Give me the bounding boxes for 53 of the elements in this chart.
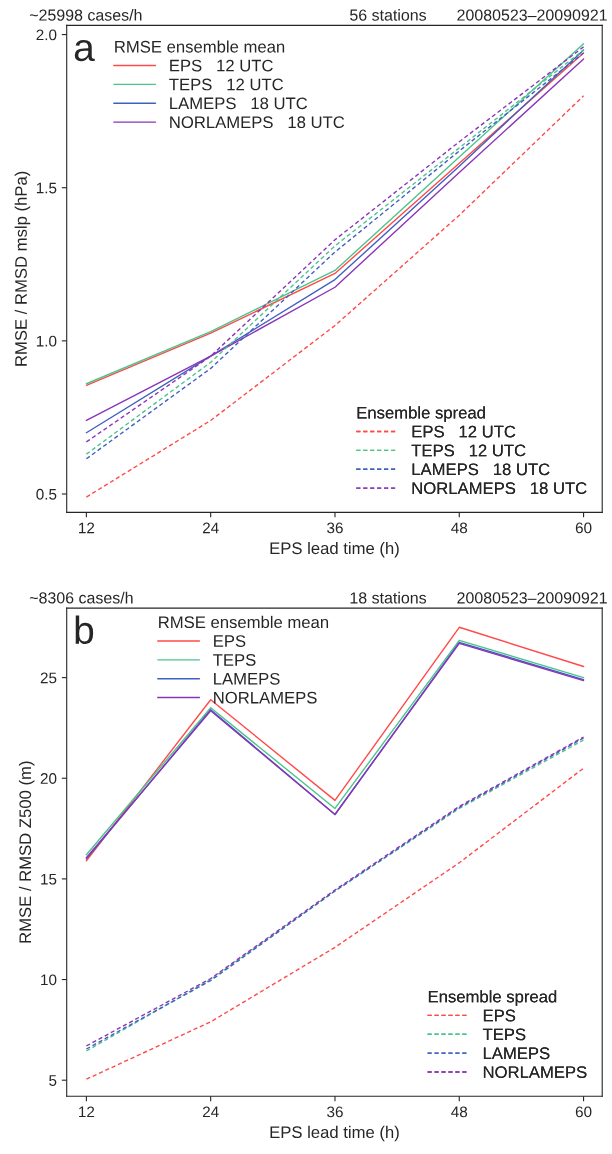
legend-label: NORLAMEPS 18 UTC — [412, 482, 587, 495]
legend-label: LAMEPS 18 UTC — [170, 97, 308, 110]
chart-title: b — [75, 615, 94, 645]
y-tick-label: 5 — [49, 1075, 57, 1086]
text: RMSE ensemble mean — [159, 615, 329, 629]
legend-label: LAMEPS — [483, 1047, 550, 1060]
legend-label: EPS 12 UTC — [170, 59, 273, 72]
x-tick-label: 24 — [202, 522, 219, 534]
line-series — [85, 767, 585, 1080]
legend-label: NORLAMEPS — [483, 1066, 587, 1079]
text: 56 stations — [350, 9, 427, 21]
y-tick-label: 1.5 — [36, 182, 57, 194]
legend-label: NORLAMEPS 18 UTC — [170, 116, 345, 129]
x-tick-label: 24 — [202, 1106, 219, 1118]
legend-label: EPS — [483, 1009, 516, 1022]
x-tick-label: 12 — [79, 1106, 95, 1118]
text: 18 stations — [350, 591, 427, 604]
text: ~25998 cases/h — [29, 9, 142, 21]
text: ~8306 cases/h — [29, 591, 133, 604]
y-tick-label: 1.0 — [36, 335, 57, 347]
x-tick-label: 36 — [327, 1106, 343, 1118]
chart-title: a — [74, 39, 95, 62]
legend-label: TEPS — [482, 1028, 526, 1041]
line-series — [85, 95, 585, 498]
legend-label: EPS 12 UTC — [412, 425, 516, 438]
legend-label: EPS — [214, 635, 246, 647]
y-tick-label: 10 — [41, 974, 57, 986]
text: Ensemble spread — [357, 406, 485, 422]
y-axis-title: RMSE / RMSD mslp (hPa) — [14, 171, 31, 366]
text: 20080523–20090921 — [457, 592, 607, 604]
y-tick-label: 15 — [41, 873, 57, 885]
y-tick-label: 0.5 — [36, 488, 57, 500]
x-tick-label: 12 — [79, 522, 95, 534]
legend-label: NORLAMEPS — [214, 691, 317, 704]
legend-label: LAMEPS 18 UTC — [412, 463, 550, 476]
x-tick-label: 48 — [451, 522, 468, 534]
text: RMSE ensemble mean — [115, 40, 285, 53]
x-tick-label: 60 — [575, 1106, 592, 1118]
x-tick-label: 60 — [575, 522, 592, 534]
x-tick-label: 36 — [327, 522, 343, 534]
text: 20080523–20090921 — [457, 9, 607, 21]
legend-label: TEPS 12 UTC — [169, 78, 284, 91]
text: Ensemble spread — [428, 990, 557, 1006]
legend-label: TEPS — [213, 654, 256, 666]
y-tick-label: 20 — [40, 773, 57, 784]
y-tick-label: 2.0 — [36, 29, 57, 41]
x-axis-title: EPS lead time (h) — [270, 1125, 399, 1142]
x-axis-title: EPS lead time (h) — [270, 541, 399, 558]
y-tick-label: 25 — [40, 672, 57, 684]
y-axis-title: RMSE / RMSD Z500 (m) — [18, 761, 35, 943]
legend-label: TEPS 12 UTC — [411, 444, 526, 457]
legend-label: LAMEPS — [214, 672, 280, 685]
x-tick-label: 48 — [451, 1106, 468, 1118]
